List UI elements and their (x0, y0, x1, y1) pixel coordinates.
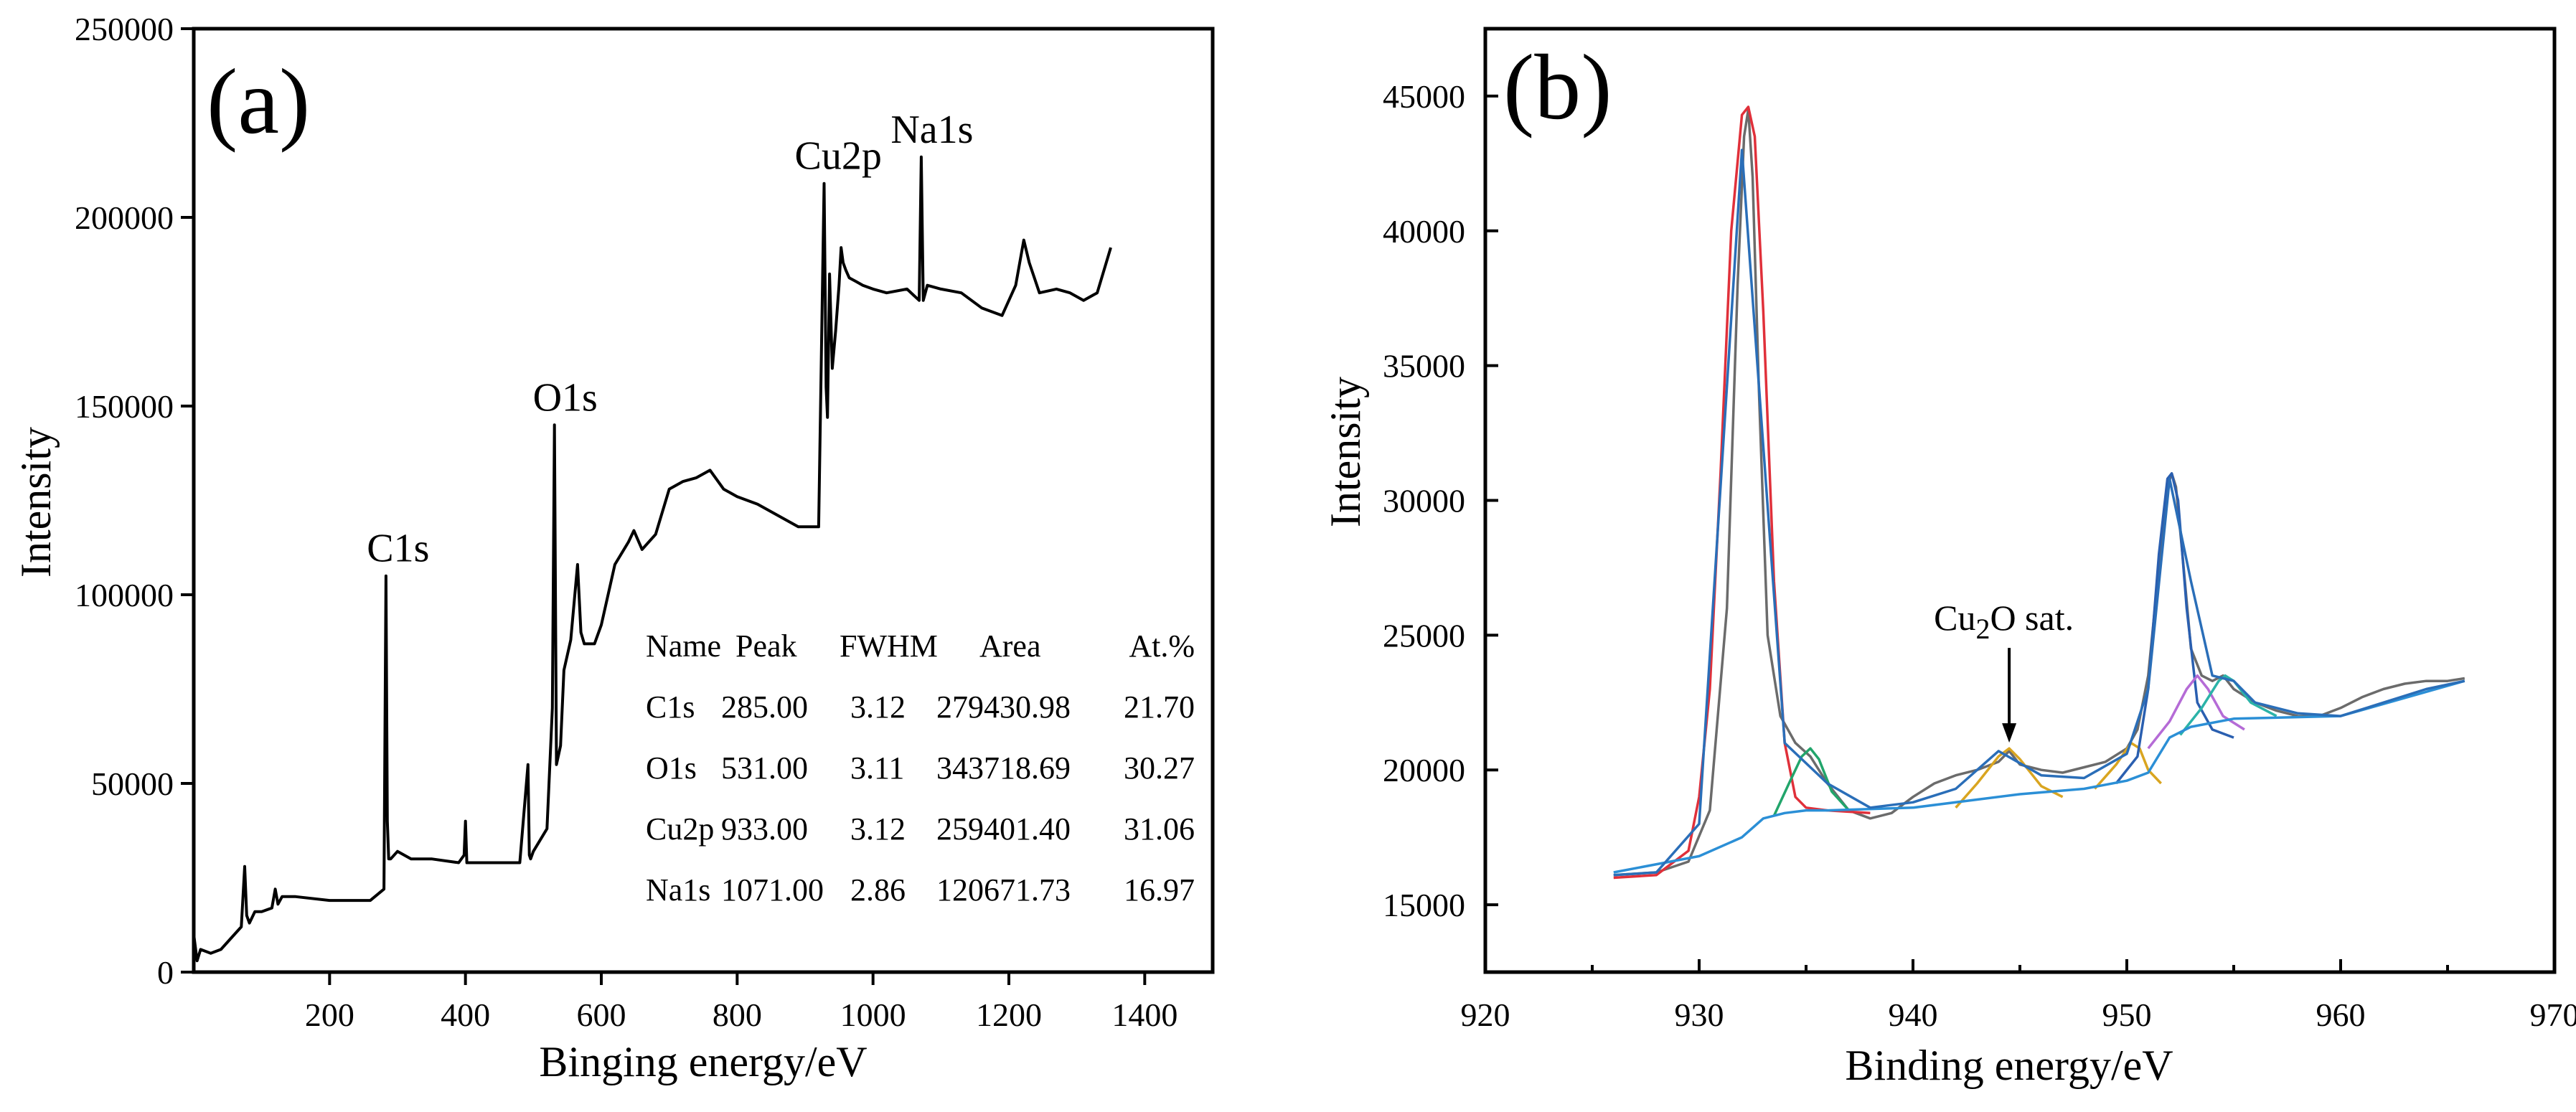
series-line-cu2o-sat- (1955, 747, 2064, 809)
table-header-cell: Peak (735, 628, 797, 664)
series-line-sat-953 (2147, 674, 2245, 750)
x-tick-label: 940 (1889, 996, 1938, 1033)
table-cell: C1s (646, 689, 695, 725)
x-tick-label: 800 (713, 996, 762, 1033)
panel-a-plot-frame (192, 27, 1215, 974)
table-cell: 120671.73 (936, 872, 1071, 908)
table-cell: 531.00 (721, 750, 808, 786)
x-tick-label: 600 (577, 996, 626, 1033)
table-cell: 1071.00 (721, 872, 824, 908)
table-cell: 3.11 (850, 750, 904, 786)
panel-b-annotation: Cu2O sat. (1934, 598, 2074, 743)
panel-b-chart: 920 930 940 950 960 970 15000 20000 25000 30000 35… (1322, 27, 2576, 1089)
y-tick-label: 250000 (75, 11, 174, 47)
y-tick-label: 100000 (75, 577, 174, 613)
x-tick-label: 920 (1461, 996, 1510, 1033)
table-cell: 259401.40 (936, 811, 1071, 847)
y-tick-label: 150000 (75, 388, 174, 425)
table-cell: 3.12 (850, 811, 906, 847)
x-tick-label: 1000 (840, 996, 906, 1033)
table-cell: 16.97 (1124, 872, 1195, 908)
panel-a-y-axis-label: Intensity (12, 427, 60, 578)
x-tick-label: 960 (2316, 996, 2366, 1033)
peak-label: C1s (367, 527, 429, 571)
y-tick-label: 0 (157, 954, 174, 991)
series-line-sat-955 (2179, 674, 2277, 736)
x-tick-label: 200 (305, 996, 354, 1033)
peak-label: Cu2p (795, 134, 882, 179)
cu2o-sat-label: Cu2O sat. (1934, 598, 2074, 645)
table-header-cell: Name (646, 628, 721, 664)
table-cell: 285.00 (721, 689, 808, 725)
series-line-raw (1613, 108, 2465, 877)
y-tick-label: 40000 (1383, 213, 1465, 250)
x-tick-label: 970 (2530, 996, 2576, 1033)
table-cell: 3.12 (850, 689, 906, 725)
panel-b-series (1613, 105, 2465, 880)
panel-b-y-axis-label: Intensity (1322, 377, 1369, 527)
y-tick-label: 45000 (1383, 78, 1465, 115)
series-line-envelope (1613, 149, 2465, 877)
peak-label: O1s (533, 375, 598, 420)
y-tick-label: 25000 (1383, 617, 1465, 654)
y-tick-label: 20000 (1383, 752, 1465, 788)
table-cell: Na1s (646, 872, 710, 908)
series-line-sat-950 (2093, 741, 2162, 790)
table-cell: 21.70 (1124, 689, 1195, 725)
table-cell: O1s (646, 750, 697, 786)
x-tick-label: 1200 (976, 996, 1042, 1033)
annotation-arrow-head (2002, 723, 2017, 743)
table-header-cell: FWHM (840, 628, 938, 664)
panel-b-ticks: 920 930 940 950 960 970 15000 20000 25000 30000 35… (1383, 78, 2576, 1033)
y-tick-label: 30000 (1383, 483, 1465, 519)
panel-b-x-axis-label: Binding energy/eV (1845, 1042, 2173, 1089)
table-cell: 279430.98 (936, 689, 1071, 725)
peak-label: Na1s (890, 108, 973, 152)
x-tick-label: 1400 (1111, 996, 1177, 1033)
x-tick-label: 950 (2102, 996, 2152, 1033)
y-tick-label: 35000 (1383, 348, 1465, 385)
table-cell: 31.06 (1124, 811, 1195, 847)
series-line-background (1613, 679, 2465, 874)
y-tick-label: 50000 (91, 765, 174, 802)
table-cell: Cu2p (646, 811, 714, 847)
table-cell: 343718.69 (936, 750, 1071, 786)
table-cell: 933.00 (721, 811, 808, 847)
table-header-cell: Area (979, 628, 1041, 664)
panel-a-table: Name Peak FWHM Area At.% C1s 285.00 3.12 279430.… (646, 628, 1195, 908)
x-tick-label: 400 (441, 996, 490, 1033)
panel-a-x-axis-label: Binging energy/eV (539, 1038, 867, 1085)
y-tick-label: 15000 (1383, 887, 1465, 923)
x-tick-label: 930 (1675, 996, 1724, 1033)
panel-a-chart: 200 400 600 800 1000 1200 1400 0 50000 100000 1500… (12, 11, 1215, 1085)
series-line-cu2p3-2-main (1613, 105, 1871, 880)
panel-b-label: (b) (1503, 36, 1612, 139)
y-tick-label: 200000 (75, 199, 174, 236)
panel-a-label: (a) (207, 50, 310, 154)
series-line-satellite-935 (1772, 747, 1850, 816)
table-cell: 2.86 (850, 872, 906, 908)
panel-a-series (192, 155, 1112, 963)
table-header-cell: At.% (1129, 628, 1195, 664)
panel-a-ticks: 200 400 600 800 1000 1200 1400 0 50000 100000 1500… (75, 11, 1177, 1033)
table-cell: 30.27 (1124, 750, 1195, 786)
series-line-cu2p1-2-main (2115, 472, 2234, 785)
series-line-survey (192, 155, 1112, 963)
